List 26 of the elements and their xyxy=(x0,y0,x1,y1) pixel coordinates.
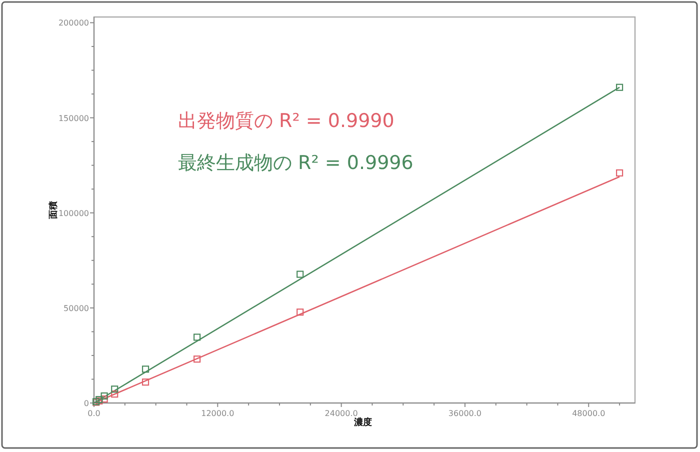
point xyxy=(194,356,201,363)
x-tick-label: 24000.0 xyxy=(324,409,358,418)
y-tick-label: 100000 xyxy=(58,208,89,218)
point xyxy=(194,334,201,341)
point xyxy=(100,395,108,403)
series-label: 最終生成物の R² = 0.9996 xyxy=(178,152,414,174)
text: 出発物質の R² = 0.9990 xyxy=(178,110,394,132)
x-axis-title: 濃度 xyxy=(353,417,372,428)
point xyxy=(296,308,304,316)
x-tick-label: 0.0 xyxy=(88,409,100,418)
point xyxy=(142,378,150,386)
point xyxy=(296,270,304,278)
point xyxy=(111,390,118,398)
point xyxy=(616,84,624,91)
x-tick-label: 12000.0 xyxy=(201,409,234,418)
point xyxy=(111,386,118,393)
point xyxy=(142,366,150,373)
y-tick-label: 0 xyxy=(84,399,89,408)
x-tick-label: 48000.0 xyxy=(572,409,606,418)
point xyxy=(100,392,108,400)
x-tick-label: 36000.0 xyxy=(448,409,482,418)
y-tick-label: 200000 xyxy=(58,18,89,28)
y-tick-label: 50000 xyxy=(64,304,89,313)
point xyxy=(616,169,624,176)
y-axis-title: 面積 xyxy=(48,201,59,220)
y-tick-label: 150000 xyxy=(58,114,89,123)
